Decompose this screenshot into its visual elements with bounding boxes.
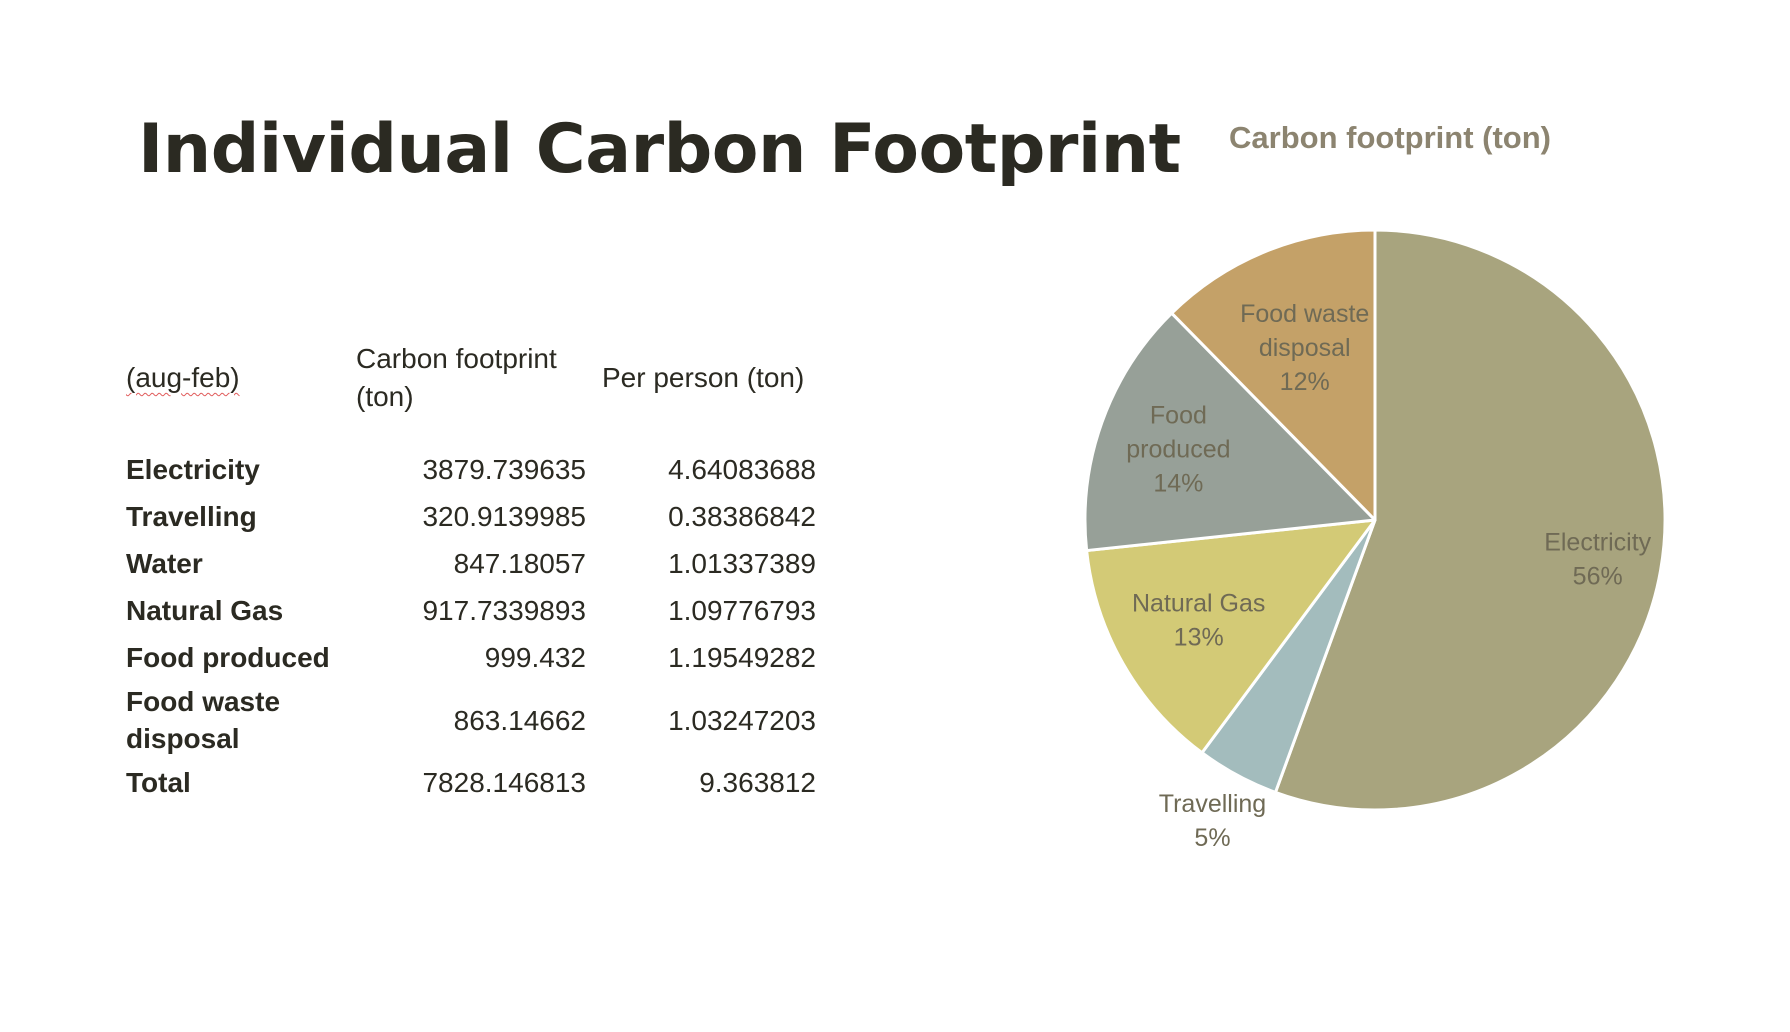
row-per-person: 0.38386842	[668, 501, 816, 532]
row-category: Travelling	[126, 501, 257, 532]
row-footprint: 847.18057	[453, 548, 586, 579]
row-per-person: 1.03247203	[668, 704, 816, 736]
row-per-person: 1.19549282	[668, 642, 816, 673]
pie-label-electricity: Electricity 56%	[1544, 528, 1651, 590]
table-row: Water 847.18057 1.01337389	[118, 540, 824, 587]
row-footprint: 3879.739635	[422, 454, 586, 485]
table-header-row: (aug-feb) Carbon footprint (ton) Per per…	[118, 338, 824, 446]
row-footprint: 917.7339893	[422, 595, 586, 626]
table-row: Travelling 320.9139985 0.38386842	[118, 493, 824, 540]
row-footprint: 320.9139985	[422, 501, 586, 532]
table-row: Food produced 999.432 1.19549282	[118, 634, 824, 681]
row-category: Natural Gas	[126, 595, 284, 626]
pie-slice-food-waste-disposal	[1170, 228, 1377, 522]
pie-label-food-produced: Food produced 14%	[1126, 402, 1230, 498]
pie-chart-svg: Electricity 56% Travelling 5% Natural Gas 13%…	[1083, 228, 1667, 852]
table-row-total: Total 7828.146813 9.363812	[118, 759, 824, 806]
row-category: Electricity	[126, 454, 260, 485]
table-row: Electricity 3879.739635 4.64083688	[118, 446, 824, 493]
pie-chart: Carbon footprint (ton) Electricity 56% Tra…	[1040, 100, 1740, 880]
table-row: Natural Gas 917.7339893 1.09776793	[118, 587, 824, 634]
row-footprint: 863.14662	[453, 704, 586, 736]
table-row: Food waste disposal 863.14662 1.03247203	[118, 681, 824, 759]
pie-slice-natural-gas	[1085, 518, 1377, 755]
pie-label-travelling: Travelling 5%	[1159, 790, 1266, 852]
header-per-person: Per person (ton)	[602, 362, 805, 393]
row-footprint: 999.432	[484, 642, 586, 673]
row-per-person: 1.01337389	[668, 548, 816, 579]
chart-title: Carbon footprint (ton)	[1229, 120, 1551, 155]
row-category: Food waste disposal	[126, 686, 281, 754]
row-per-person: 9.363812	[699, 767, 816, 798]
pie-slice-electricity	[1273, 228, 1667, 812]
row-category: Food produced	[126, 642, 330, 673]
row-category: Total	[126, 767, 191, 798]
pie-label-natural-gas: Natural Gas 13%	[1132, 590, 1265, 652]
row-footprint: 7828.146813	[422, 767, 586, 798]
header-period-text: (aug-feb)	[126, 362, 240, 393]
pie-slice-food-produced	[1083, 311, 1377, 553]
header-period: (aug-feb)	[118, 338, 348, 446]
row-per-person: 4.64083688	[668, 454, 816, 485]
carbon-footprint-table: (aug-feb) Carbon footprint (ton) Per per…	[118, 338, 824, 806]
pie-label-food-waste-disposal: Food waste disposal 12%	[1240, 300, 1369, 396]
header-carbon-footprint: Carbon footprint (ton)	[356, 343, 557, 412]
row-category: Water	[126, 548, 203, 579]
slide-title: Individual Carbon Footprint	[138, 110, 1181, 189]
row-per-person: 1.09776793	[668, 595, 816, 626]
